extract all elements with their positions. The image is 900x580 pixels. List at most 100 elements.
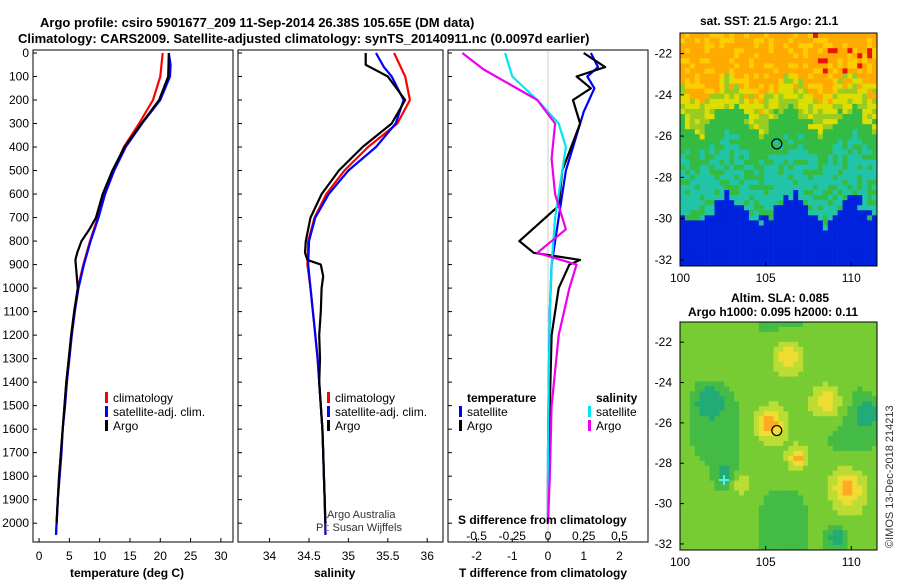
sst-cell — [694, 225, 700, 231]
lat-tick-label: -28 — [655, 456, 673, 470]
sst-cell — [852, 53, 858, 59]
sla-cell — [832, 475, 838, 481]
sla-cell — [872, 540, 878, 546]
sst-cell — [783, 93, 789, 100]
sla-cell — [817, 455, 824, 462]
sla-cell — [798, 401, 804, 407]
sst-cell — [748, 103, 755, 110]
sst-cell — [699, 220, 705, 226]
sst-cell — [847, 88, 853, 95]
sla-cell — [763, 530, 769, 536]
sst-cell — [739, 114, 745, 120]
sla-cell — [763, 520, 769, 526]
sst-cell — [684, 164, 691, 171]
sla-cell — [852, 336, 858, 343]
sst-cell — [724, 58, 730, 64]
sla-cell — [699, 356, 705, 362]
sla-cell — [739, 336, 745, 343]
sst-cell — [837, 38, 843, 44]
sla-cell — [867, 421, 873, 427]
sst-cell — [803, 108, 809, 115]
sst-cell — [798, 139, 804, 145]
sst-cell — [724, 230, 730, 236]
sst-cell — [793, 134, 799, 140]
sst-cell — [768, 260, 774, 267]
sla-cell — [827, 535, 833, 541]
sla-cell — [793, 386, 799, 392]
sst-cell — [837, 68, 843, 74]
sla-cell — [862, 485, 868, 491]
sla-cell — [753, 515, 760, 521]
sla-cell — [699, 376, 705, 382]
sst-cell — [763, 210, 769, 216]
sst-cell — [748, 134, 755, 140]
sst-cell — [684, 220, 691, 226]
sst-cell — [699, 33, 705, 39]
sla-cell — [808, 535, 814, 541]
sla-cell — [709, 396, 715, 402]
sst-cell — [773, 260, 779, 267]
sla-cell — [822, 421, 829, 427]
sla-cell — [862, 411, 868, 417]
sst-cell — [798, 260, 804, 267]
sst-cell — [778, 164, 784, 171]
sst-cell — [694, 98, 700, 105]
sst-cell — [803, 154, 809, 160]
sst-cell — [724, 73, 730, 79]
sla-cell — [763, 470, 769, 476]
x-tick-label: -2 — [471, 549, 482, 563]
sla-cell — [808, 381, 814, 387]
sst-cell — [699, 139, 705, 145]
sst-cell — [803, 205, 809, 211]
sst-cell — [857, 38, 863, 44]
y-tick-label: 1700 — [2, 446, 29, 460]
sla-cell — [847, 406, 853, 412]
sla-cell — [709, 406, 715, 412]
sst-cell — [768, 245, 774, 252]
sst-cell — [778, 159, 784, 165]
sla-cell — [812, 351, 819, 357]
sst-cell — [798, 43, 804, 49]
sst-cell — [744, 230, 750, 236]
sst-cell — [758, 33, 765, 39]
sst-cell — [748, 205, 755, 211]
sla-cell — [694, 465, 700, 471]
sla-cell — [763, 396, 769, 402]
y-tick-label: 400 — [9, 140, 29, 154]
sst-cell — [783, 63, 789, 69]
lat-tick-label: -24 — [655, 376, 673, 390]
sst-cell — [734, 195, 740, 201]
sla-cell — [773, 381, 779, 387]
sst-cell — [724, 154, 730, 160]
sla-cell — [773, 475, 779, 481]
sla-cell — [852, 331, 858, 338]
sla-cell — [763, 545, 769, 551]
sst-cell — [867, 184, 873, 191]
sst-cell — [812, 164, 819, 171]
sst-cell — [763, 174, 769, 181]
sla-cell — [748, 366, 755, 372]
sst-cell — [768, 184, 774, 191]
sst-cell — [778, 78, 784, 84]
sst-cell — [684, 119, 691, 125]
sla-cell — [729, 500, 735, 506]
sla-cell — [694, 411, 700, 417]
sst-cell — [817, 210, 824, 216]
sst-cell — [778, 88, 784, 95]
sst-cell — [744, 205, 750, 211]
sst-cell — [847, 134, 853, 140]
sla-cell — [803, 396, 809, 402]
sst-cell — [793, 43, 799, 49]
sst-cell — [719, 33, 725, 39]
sla-cell — [689, 455, 696, 462]
sst-cell — [709, 78, 715, 84]
sla-cell — [867, 510, 873, 516]
sst-cell — [803, 119, 809, 125]
sla-cell — [872, 322, 878, 328]
sla-cell — [812, 416, 819, 422]
sla-cell — [699, 505, 705, 511]
sla-cell — [763, 540, 769, 546]
sst-cell — [724, 205, 730, 211]
sla-cell — [852, 426, 858, 432]
sst-cell — [689, 98, 696, 105]
